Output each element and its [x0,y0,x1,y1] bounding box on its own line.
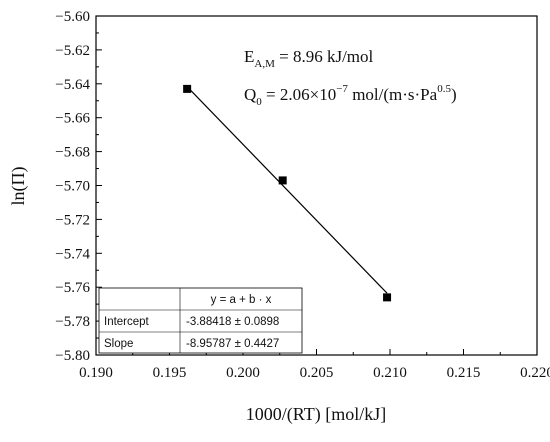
x-tick-label: 0.205 [300,365,334,381]
x-tick-label: 0.195 [153,365,187,381]
x-axis-title: 1000/(RT) [mol/kJ] [246,404,386,425]
y-tick-label: −5.72 [55,212,90,228]
x-tick-label: 0.220 [520,365,550,381]
x-tick-label: 0.190 [79,365,113,381]
y-tick-label: −5.66 [55,111,90,127]
intercept-label: Intercept [104,316,150,328]
y-axis-ticks: −5.60 −5.62 −5.64 −5.66 −5.68 −5.70 −5.72 −5.74… [55,9,102,364]
fit-equation: y = a + b · x [211,294,272,306]
slope-label: Slope [104,338,133,350]
x-tick-label: 0.210 [373,365,407,381]
y-tick-label: −5.68 [55,145,90,161]
data-point [183,84,192,93]
data-points [183,84,392,302]
data-point [278,176,287,185]
y-axis-title: ln(Π) [8,167,29,206]
y-tick-label: −5.80 [55,348,90,364]
x-tick-label: 0.215 [447,365,481,381]
y-tick-label: −5.64 [55,77,90,93]
y-tick-label: −5.76 [55,280,90,296]
y-tick-label: −5.78 [55,314,90,330]
slope-value: -8.95787 ± 0.4427 [186,338,279,350]
activation-energy-annotation: EA,M = 8.96 kJ/mol [244,47,374,70]
x-tick-label: 0.200 [226,365,260,381]
y-tick-label: −5.74 [55,246,90,262]
fit-table: y = a + b · x Intercept -3.88418 ± 0.089… [98,287,303,354]
fit-line [186,86,388,294]
y-tick-label: −5.60 [55,9,90,25]
y-tick-label: −5.62 [55,43,90,59]
data-point [383,293,392,302]
pre-exponential-annotation: Q0 = 2.06×10−7 mol/(m·s·Pa0.5) [244,83,457,108]
y-tick-label: −5.70 [55,179,90,195]
x-axis-ticks: 0.190 0.195 0.200 0.205 0.210 0.215 0.220 [79,349,550,381]
intercept-value: -3.88418 ± 0.0898 [186,316,279,328]
